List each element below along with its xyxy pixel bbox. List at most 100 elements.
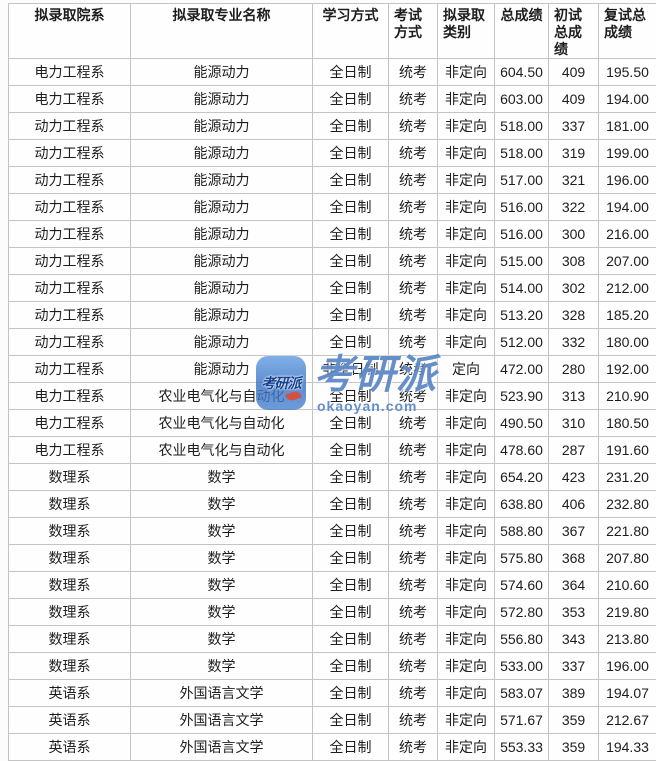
cell-retest: 196.00	[599, 167, 656, 194]
cell-initial: 343	[549, 626, 599, 653]
cell-retest: 221.80	[599, 518, 656, 545]
cell-total: 513.20	[495, 302, 549, 329]
cell-dept: 数理系	[9, 491, 131, 518]
cell-major: 能源动力	[131, 140, 313, 167]
cell-dept: 电力工程系	[9, 86, 131, 113]
cell-dept: 数理系	[9, 545, 131, 572]
cell-major: 数学	[131, 626, 313, 653]
cell-exam_mode: 统考	[389, 383, 438, 410]
cell-total: 518.00	[495, 113, 549, 140]
cell-exam_mode: 统考	[389, 86, 438, 113]
column-header-study_mode: 学习方式	[313, 4, 389, 59]
cell-total: 638.80	[495, 491, 549, 518]
cell-study_mode: 全日制	[313, 626, 389, 653]
cell-exam_mode: 统考	[389, 707, 438, 734]
cell-category: 非定向	[438, 167, 495, 194]
cell-category: 非定向	[438, 734, 495, 761]
cell-retest: 212.00	[599, 275, 656, 302]
cell-dept: 动力工程系	[9, 248, 131, 275]
cell-initial: 322	[549, 194, 599, 221]
cell-retest: 207.80	[599, 545, 656, 572]
cell-category: 非定向	[438, 518, 495, 545]
cell-total: 518.00	[495, 140, 549, 167]
cell-initial: 321	[549, 167, 599, 194]
cell-category: 非定向	[438, 653, 495, 680]
cell-total: 571.67	[495, 707, 549, 734]
cell-exam_mode: 统考	[389, 329, 438, 356]
cell-category: 非定向	[438, 545, 495, 572]
cell-retest: 216.00	[599, 221, 656, 248]
cell-initial: 406	[549, 491, 599, 518]
column-header-exam_mode: 考试方式	[389, 4, 438, 59]
cell-dept: 数理系	[9, 626, 131, 653]
cell-retest: 207.00	[599, 248, 656, 275]
cell-study_mode: 全日制	[313, 113, 389, 140]
cell-dept: 动力工程系	[9, 221, 131, 248]
cell-major: 能源动力	[131, 86, 313, 113]
cell-initial: 409	[549, 86, 599, 113]
cell-total: 516.00	[495, 221, 549, 248]
cell-study_mode: 全日制	[313, 491, 389, 518]
cell-initial: 302	[549, 275, 599, 302]
cell-total: 472.00	[495, 356, 549, 383]
cell-total: 654.20	[495, 464, 549, 491]
cell-total: 604.50	[495, 59, 549, 86]
cell-major: 能源动力	[131, 275, 313, 302]
cell-retest: 210.60	[599, 572, 656, 599]
cell-total: 516.00	[495, 194, 549, 221]
cell-dept: 电力工程系	[9, 437, 131, 464]
cell-category: 非定向	[438, 248, 495, 275]
cell-retest: 210.90	[599, 383, 656, 410]
cell-exam_mode: 统考	[389, 59, 438, 86]
cell-initial: 280	[549, 356, 599, 383]
cell-total: 556.80	[495, 626, 549, 653]
cell-total: 603.00	[495, 86, 549, 113]
cell-total: 514.00	[495, 275, 549, 302]
cell-dept: 数理系	[9, 572, 131, 599]
cell-major: 能源动力	[131, 167, 313, 194]
cell-exam_mode: 统考	[389, 113, 438, 140]
cell-study_mode: 全日制	[313, 140, 389, 167]
cell-category: 非定向	[438, 194, 495, 221]
cell-exam_mode: 统考	[389, 194, 438, 221]
cell-dept: 数理系	[9, 464, 131, 491]
cell-total: 512.00	[495, 329, 549, 356]
cell-initial: 319	[549, 140, 599, 167]
cell-exam_mode: 统考	[389, 140, 438, 167]
cell-major: 数学	[131, 599, 313, 626]
cell-category: 非定向	[438, 437, 495, 464]
cell-category: 非定向	[438, 329, 495, 356]
cell-study_mode: 全日制	[313, 329, 389, 356]
cell-total: 490.50	[495, 410, 549, 437]
cell-major: 数学	[131, 653, 313, 680]
cell-category: 非定向	[438, 383, 495, 410]
cell-category: 非定向	[438, 302, 495, 329]
cell-category: 非定向	[438, 491, 495, 518]
cell-total: 553.33	[495, 734, 549, 761]
column-header-major: 拟录取专业名称	[131, 4, 313, 59]
cell-exam_mode: 统考	[389, 734, 438, 761]
column-header-retest: 复试总成绩	[599, 4, 656, 59]
cell-total: 517.00	[495, 167, 549, 194]
cell-initial: 313	[549, 383, 599, 410]
cell-major: 外国语言文学	[131, 680, 313, 707]
cell-retest: 195.50	[599, 59, 656, 86]
cell-major: 农业电气化与自动化	[131, 410, 313, 437]
cell-exam_mode: 统考	[389, 572, 438, 599]
cell-study_mode: 全日制	[313, 410, 389, 437]
cell-major: 数学	[131, 491, 313, 518]
cell-dept: 动力工程系	[9, 194, 131, 221]
cell-initial: 337	[549, 653, 599, 680]
cell-exam_mode: 统考	[389, 626, 438, 653]
cell-initial: 353	[549, 599, 599, 626]
cell-total: 588.80	[495, 518, 549, 545]
cell-dept: 数理系	[9, 599, 131, 626]
